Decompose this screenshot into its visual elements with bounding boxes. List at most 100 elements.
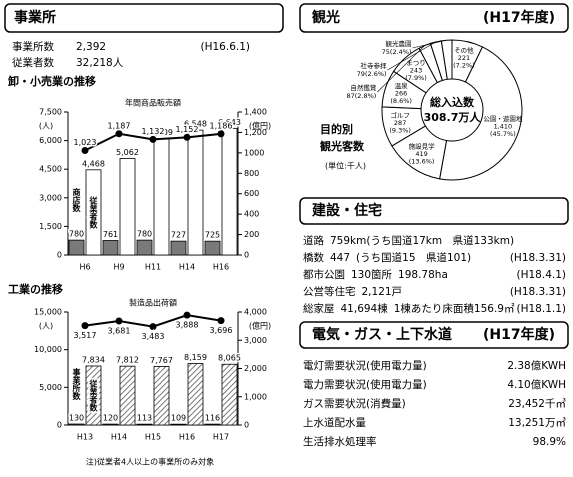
slice-label: ゴルフ <box>390 111 410 120</box>
row-value: 759km(うち国道17km 県道133km) <box>330 234 514 247</box>
row-value: 13,251万㎥ <box>508 416 566 429</box>
line-point <box>81 322 89 330</box>
data-label: 780 <box>69 230 84 239</box>
data-label: 725 <box>205 231 220 240</box>
slice-label: (8.6%) <box>390 97 412 105</box>
slice-label: (45.7%) <box>490 130 516 138</box>
leader-line <box>377 45 425 93</box>
section-header <box>299 321 569 349</box>
x-tick-label: H6 <box>79 263 90 272</box>
section-title: 電気・ガス・上下水道 <box>312 326 452 343</box>
bar <box>187 363 204 426</box>
data-label: 727 <box>171 231 186 240</box>
y2-tick-label: 400 <box>244 210 259 219</box>
row-label: 電力需要状況(使用電力量) <box>303 378 427 391</box>
row-value: 41,694棟 <box>341 302 389 315</box>
data-label: 8,159 <box>184 353 207 362</box>
y2-tick-label: 4,000 <box>244 308 267 317</box>
bar <box>170 423 187 426</box>
row-label: 道路 <box>303 234 324 247</box>
row-label: 上水道配水量 <box>303 416 366 429</box>
section-title: 観光 <box>312 9 340 26</box>
y2-tick-label: 1,200 <box>244 128 267 137</box>
section-period: (H17年度) <box>483 9 555 26</box>
slice-value: 87 <box>346 92 354 100</box>
bar <box>204 423 221 426</box>
slice-value: 75 <box>382 48 390 56</box>
data-label: 3,696 <box>210 326 233 335</box>
row-value: 1棟あたり床面積156.9㎡ <box>394 302 515 315</box>
data-label: 3,483 <box>142 332 165 341</box>
row-value: 2,121戸 <box>362 286 403 298</box>
slice-label: (9.3%) <box>389 127 411 135</box>
bar <box>136 423 153 426</box>
series-label: 製造品出荷額 <box>129 298 177 308</box>
bar <box>153 366 170 426</box>
data-label: 1,132 <box>142 127 165 136</box>
slice-label: 公園・遊園地 <box>483 114 523 123</box>
y-tick-label: 0 <box>57 421 62 430</box>
x-tick-label: H13 <box>77 433 93 442</box>
data-label: 7,812 <box>116 356 139 365</box>
y2-tick-label: 1,400 <box>244 108 267 117</box>
row-label: 公営等住宅 <box>303 285 356 298</box>
row-label: 総家屋 <box>303 302 335 315</box>
slice-label: 温泉 <box>395 81 409 90</box>
series-label: 従業者数 <box>88 195 98 229</box>
row-value: 4.10億KWH <box>507 378 566 391</box>
bar <box>153 138 170 256</box>
data-label: 780 <box>137 230 152 239</box>
y2-tick-label: 0 <box>244 421 249 430</box>
axis-unit: (人) <box>39 322 53 331</box>
slice-label: 243 <box>410 66 422 74</box>
x-tick-label: H14 <box>111 433 127 442</box>
data-label: 1,023 <box>74 138 97 147</box>
y-tick-label: 7,500 <box>39 108 62 117</box>
slice-label: 観光農園 <box>386 39 412 48</box>
slice-value: 75(2.4%) <box>382 48 412 56</box>
y2-tick-label: 600 <box>244 189 259 198</box>
row-label: ガス需要状況(消費量) <box>303 397 406 410</box>
chart-title: 卸・小売業の推移 <box>8 74 96 88</box>
center-label: 総入込数 <box>430 95 475 109</box>
y2-tick-label: 1000 <box>244 148 264 157</box>
y2-tick-label: 3,000 <box>244 336 267 345</box>
row-value: (H18.3.31) <box>510 286 566 298</box>
bar <box>187 129 204 256</box>
row-label: 従業者数 <box>12 56 54 69</box>
slice-label: 419 <box>415 150 427 158</box>
y2-tick-label: 1,000 <box>244 392 267 401</box>
line-point <box>115 317 123 325</box>
chart-note: 注)従業者4人以上の事業所のみ対象 <box>86 457 214 467</box>
line-point <box>183 133 191 141</box>
data-label: 7,834 <box>82 355 105 364</box>
row-value: 198.78ha <box>398 269 448 281</box>
leader-line <box>412 39 447 49</box>
row-value: (H18.4.1) <box>517 269 567 281</box>
y-tick-label: 10,000 <box>34 345 62 354</box>
axis-unit: (人) <box>39 122 53 131</box>
section-title: 事業所 <box>14 9 56 26</box>
line-point <box>217 130 225 138</box>
bar <box>119 365 136 426</box>
slice-label: 自然鑑賞 <box>350 83 377 92</box>
bar <box>85 365 102 426</box>
center-label: 308.7万人 <box>424 110 482 124</box>
slice-label: (7.2%) <box>453 61 475 69</box>
chart-title: 目的別 <box>320 122 353 136</box>
chart-title: 観光客数 <box>320 139 365 153</box>
y-tick-label: 6,000 <box>39 136 62 145</box>
data-label: 1,186 <box>210 121 233 130</box>
data-label: 6,548 <box>184 120 207 129</box>
y2-tick-label: 2,000 <box>244 364 267 373</box>
row-value: (H18.3.31) <box>510 252 566 264</box>
row-label: 橋数 <box>303 251 324 264</box>
row-value: 98.9% <box>533 436 566 448</box>
bar <box>85 169 102 256</box>
bar <box>221 127 238 256</box>
bar <box>68 239 85 256</box>
slice-value: (2.6%) <box>365 70 387 78</box>
slice-value: 79 <box>357 70 365 78</box>
section-header <box>299 197 569 225</box>
row-value: 23,452千㎥ <box>508 397 566 410</box>
